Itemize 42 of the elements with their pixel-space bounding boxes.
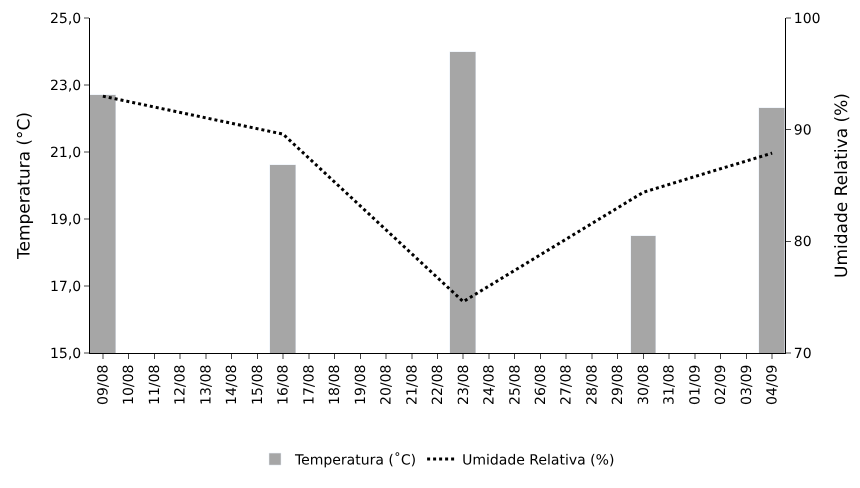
x-tick-label: 18/08 — [327, 364, 344, 405]
y2-axis-title: Umidade Relativa (%) — [832, 93, 852, 278]
y2-tick-label: 80 — [794, 234, 812, 250]
x-tick-label: 15/08 — [250, 364, 266, 405]
y-axis-title: Temperatura (°C) — [14, 112, 35, 260]
x-tick-label: 19/08 — [352, 364, 369, 405]
x-tick-label: 14/08 — [224, 364, 240, 405]
y-tick-label: 19,0 — [50, 212, 82, 228]
x-tick-label: 11/08 — [146, 364, 163, 405]
x-tick-label: 28/08 — [584, 364, 600, 405]
x-tick-label: 13/08 — [198, 364, 214, 405]
legend-label: Umidade Relativa (%) — [462, 452, 614, 469]
legend-label: Temperatura (˚C) — [294, 452, 416, 469]
x-tick-label: 09/08 — [95, 364, 112, 405]
x-tick-label: 23/08 — [456, 364, 472, 405]
x-tick-label: 03/09 — [738, 364, 755, 405]
x-tick-label: 12/08 — [172, 364, 189, 405]
x-tick-label: 02/09 — [713, 364, 730, 405]
x-tick-label: 04/09 — [764, 364, 781, 405]
x-tick-label: 27/08 — [558, 364, 575, 405]
x-tick-label: 29/08 — [610, 364, 626, 405]
y2-tick-label: 90 — [794, 122, 812, 139]
line-series — [101, 94, 774, 304]
x-tick-label: 22/08 — [430, 364, 446, 405]
y-tick-label: 17,0 — [50, 278, 82, 295]
x-tick-label: 25/08 — [507, 364, 524, 405]
x-tick-label: 30/08 — [636, 364, 652, 405]
x-tick-label: 01/09 — [687, 364, 704, 405]
x-tick-label: 26/08 — [533, 364, 550, 405]
y2-tick-label: 70 — [794, 346, 812, 362]
y-tick-label: 15,0 — [50, 346, 82, 362]
x-tick-label: 21/08 — [404, 364, 420, 405]
y-tick-label: 25,0 — [50, 10, 82, 27]
x-tick-label: 10/08 — [121, 364, 138, 405]
y-tick-label: 21,0 — [50, 144, 82, 161]
x-tick-label: 17/08 — [301, 364, 318, 405]
y2-tick-label: 100 — [794, 10, 821, 27]
x-tick-label: 31/08 — [662, 364, 678, 405]
x-tick-label: 20/08 — [378, 364, 395, 405]
x-tick-label: 16/08 — [276, 364, 292, 405]
x-tick-label: 24/08 — [482, 364, 498, 405]
y-tick-label: 23,0 — [50, 78, 82, 94]
